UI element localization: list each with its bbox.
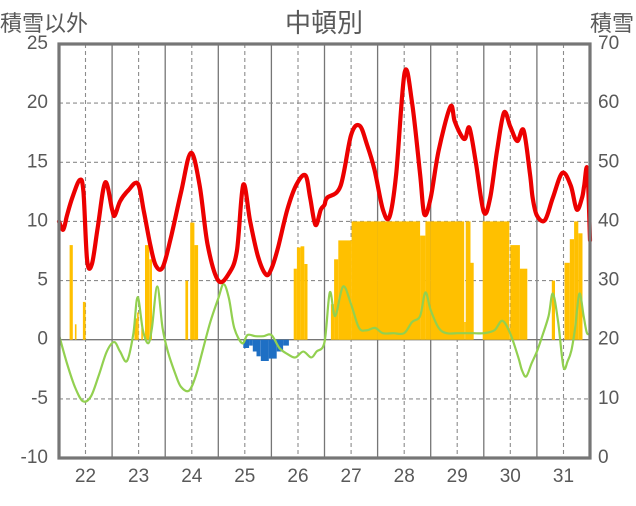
svg-text:60: 60 [598, 92, 619, 113]
svg-text:-10: -10 [21, 447, 48, 468]
svg-text:50: 50 [598, 151, 619, 172]
svg-text:20: 20 [598, 329, 619, 350]
svg-text:27: 27 [341, 466, 362, 487]
svg-text:28: 28 [394, 466, 415, 487]
svg-text:25: 25 [234, 466, 255, 487]
svg-text:26: 26 [287, 466, 308, 487]
svg-text:10: 10 [598, 388, 619, 409]
svg-text:0: 0 [37, 329, 48, 350]
svg-text:5: 5 [37, 270, 48, 291]
svg-text:10: 10 [27, 210, 48, 231]
svg-text:20: 20 [27, 92, 48, 113]
svg-text:29: 29 [447, 466, 468, 487]
svg-text:30: 30 [500, 466, 521, 487]
svg-text:15: 15 [27, 151, 48, 172]
svg-text:40: 40 [598, 210, 619, 231]
svg-text:24: 24 [181, 466, 203, 487]
svg-text:-5: -5 [31, 388, 48, 409]
svg-text:0: 0 [598, 447, 609, 468]
svg-text:30: 30 [598, 270, 619, 291]
svg-text:22: 22 [75, 466, 96, 487]
svg-text:31: 31 [553, 466, 574, 487]
svg-text:23: 23 [128, 466, 149, 487]
